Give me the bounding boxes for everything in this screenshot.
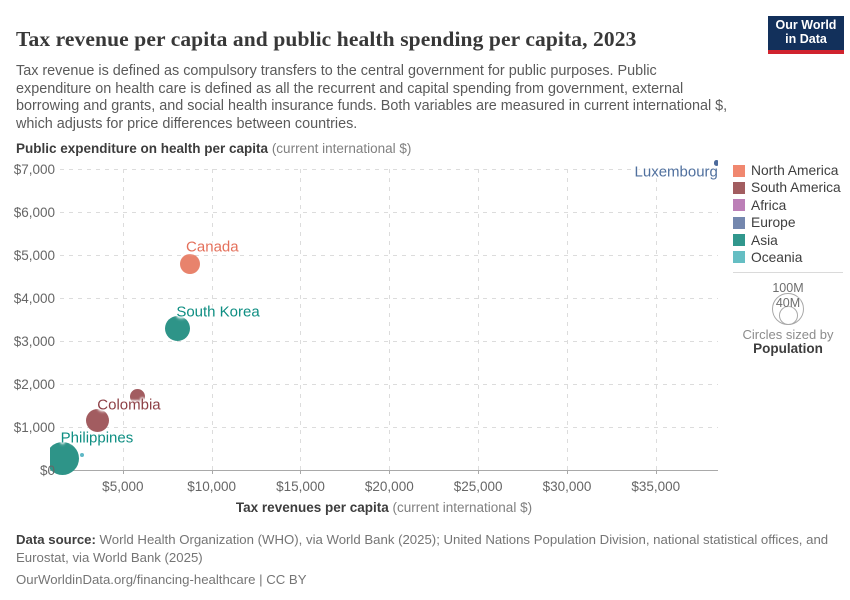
- legend-item-asia[interactable]: Asia: [733, 232, 848, 248]
- x-tick-mark-30000: [566, 471, 568, 474]
- x-tick-label-5000: $5,000: [102, 479, 144, 494]
- legend-divider: [733, 272, 843, 273]
- x-axis-title-unit: (current international $): [388, 500, 533, 515]
- gridline-x-15000: [300, 169, 302, 470]
- legend-swatch-asia: [733, 234, 745, 247]
- x-tick-label-15000: $15,000: [276, 479, 325, 494]
- legend-item-oceania[interactable]: Oceania: [733, 249, 848, 265]
- y-tick-label-2000: $2,000: [13, 377, 55, 392]
- legend-swatch-north-america: [733, 164, 745, 177]
- point-label-philippines: Philippines: [60, 429, 134, 447]
- x-axis-title: Tax revenues per capita (current interna…: [50, 500, 718, 515]
- gridline-y-3000: [60, 341, 718, 342]
- owid-logo-line2: in Data: [785, 32, 827, 46]
- data-point-luxembourg[interactable]: [713, 160, 718, 166]
- owid-citation-link[interactable]: OurWorldinData.org/financing-healthcare …: [16, 572, 307, 587]
- point-label-luxembourg: Luxembourg: [634, 163, 718, 181]
- point-label-canada: Canada: [186, 238, 239, 256]
- gridline-x-35000: [655, 169, 657, 470]
- chart-footer: Data source: World Health Organization (…: [16, 531, 830, 589]
- size-legend-metric: Population: [753, 341, 823, 356]
- size-legend: 100M 40M Circles sized by Population: [733, 272, 843, 362]
- legend-item-europe[interactable]: Europe: [733, 215, 848, 231]
- x-tick-mark-25000: [478, 471, 480, 474]
- x-tick-label-25000: $25,000: [453, 479, 503, 494]
- gridline-y-4000: [60, 298, 718, 299]
- point-label-colombia: Colombia: [97, 396, 161, 414]
- owid-logo-line1: Our World: [775, 18, 837, 32]
- size-legend-inner-circle: [778, 306, 798, 325]
- gridline-y-7000: [60, 169, 718, 170]
- point-label-south-korea: South Korea: [176, 303, 260, 321]
- gridline-y-5000: [60, 255, 718, 256]
- y-axis-title-unit: (current international $): [268, 141, 412, 156]
- legend-label-asia: Asia: [751, 232, 778, 248]
- gridline-x-10000: [211, 169, 213, 470]
- page-title: Tax revenue per capita and public health…: [16, 27, 637, 52]
- size-legend-big-label: 100M: [772, 281, 804, 295]
- y-tick-label-0: $0: [39, 463, 55, 478]
- data-point-colombia[interactable]: [86, 409, 110, 433]
- legend-swatch-south-america: [733, 181, 745, 194]
- legend-label-south-america: South America: [751, 180, 841, 196]
- x-tick-label-35000: $35,000: [631, 479, 681, 494]
- chart-subtitle: Tax revenue is defined as compulsory tra…: [16, 63, 728, 132]
- x-tick-label-30000: $30,000: [542, 479, 592, 494]
- gridline-y-1000: [60, 427, 718, 428]
- data-point-south-korea[interactable]: [164, 316, 190, 342]
- size-legend-caption: Circles sized by: [742, 327, 834, 342]
- continent-legend: North America South America Africa Europe As…: [733, 163, 848, 268]
- data-point-canada[interactable]: [180, 254, 201, 275]
- legend-swatch-africa: [733, 199, 745, 212]
- legend-label-north-america: North America: [751, 163, 839, 178]
- y-tick-label-5000: $5,000: [13, 248, 55, 263]
- data-source-label: Data source:: [16, 532, 96, 547]
- y-axis-title-text: Public expenditure on health per capita: [16, 141, 269, 156]
- legend-item-africa[interactable]: Africa: [733, 197, 848, 213]
- gridline-x-5000: [122, 169, 124, 470]
- legend-swatch-oceania: [733, 251, 745, 264]
- gridline-y-6000: [60, 212, 718, 213]
- x-tick-mark-5000: [122, 471, 124, 474]
- x-tick-mark-15000: [300, 471, 302, 474]
- y-tick-label-4000: $4,000: [13, 291, 55, 306]
- y-axis-title: Public expenditure on health per capita …: [16, 141, 411, 156]
- gridline-x-30000: [566, 169, 568, 470]
- x-tick-mark-10000: [211, 471, 213, 474]
- data-source-text: World Health Organization (WHO), via Wor…: [16, 532, 829, 565]
- legend-label-africa: Africa: [751, 197, 787, 213]
- y-tick-label-3000: $3,000: [13, 334, 55, 349]
- gridline-y-2000: [60, 384, 718, 385]
- data-source-note: Data source: World Health Organization (…: [16, 531, 830, 566]
- gridline-x-20000: [389, 169, 391, 470]
- x-tick-label-10000: $10,000: [187, 479, 237, 494]
- data-point-unlabeled[interactable]: [129, 389, 145, 405]
- x-tick-mark-35000: [655, 471, 657, 474]
- legend-label-oceania: Oceania: [751, 249, 803, 265]
- y-tick-label-6000: $6,000: [13, 205, 55, 220]
- x-tick-label-20000: $20,000: [364, 479, 414, 494]
- data-point-unlabeled[interactable]: [79, 452, 85, 458]
- x-axis-title-text: Tax revenues per capita: [235, 500, 389, 515]
- legend-label-europe: Europe: [751, 215, 796, 231]
- y-tick-label-1000: $1,000: [13, 420, 55, 435]
- gridline-x-25000: [478, 169, 480, 470]
- owid-logo[interactable]: Our World in Data: [768, 16, 844, 54]
- size-legend-small-label: 40M: [775, 296, 801, 310]
- legend-swatch-europe: [733, 216, 745, 229]
- y-tick-label-7000: $7,000: [13, 162, 55, 177]
- plot-area: Luxembourg Canada South Korea Colombia Phili…: [50, 155, 718, 481]
- x-tick-mark-20000: [389, 471, 391, 474]
- legend-item-north-america[interactable]: North America: [733, 163, 848, 178]
- legend-item-south-america[interactable]: South America: [733, 180, 848, 196]
- x-axis-line: [50, 470, 718, 471]
